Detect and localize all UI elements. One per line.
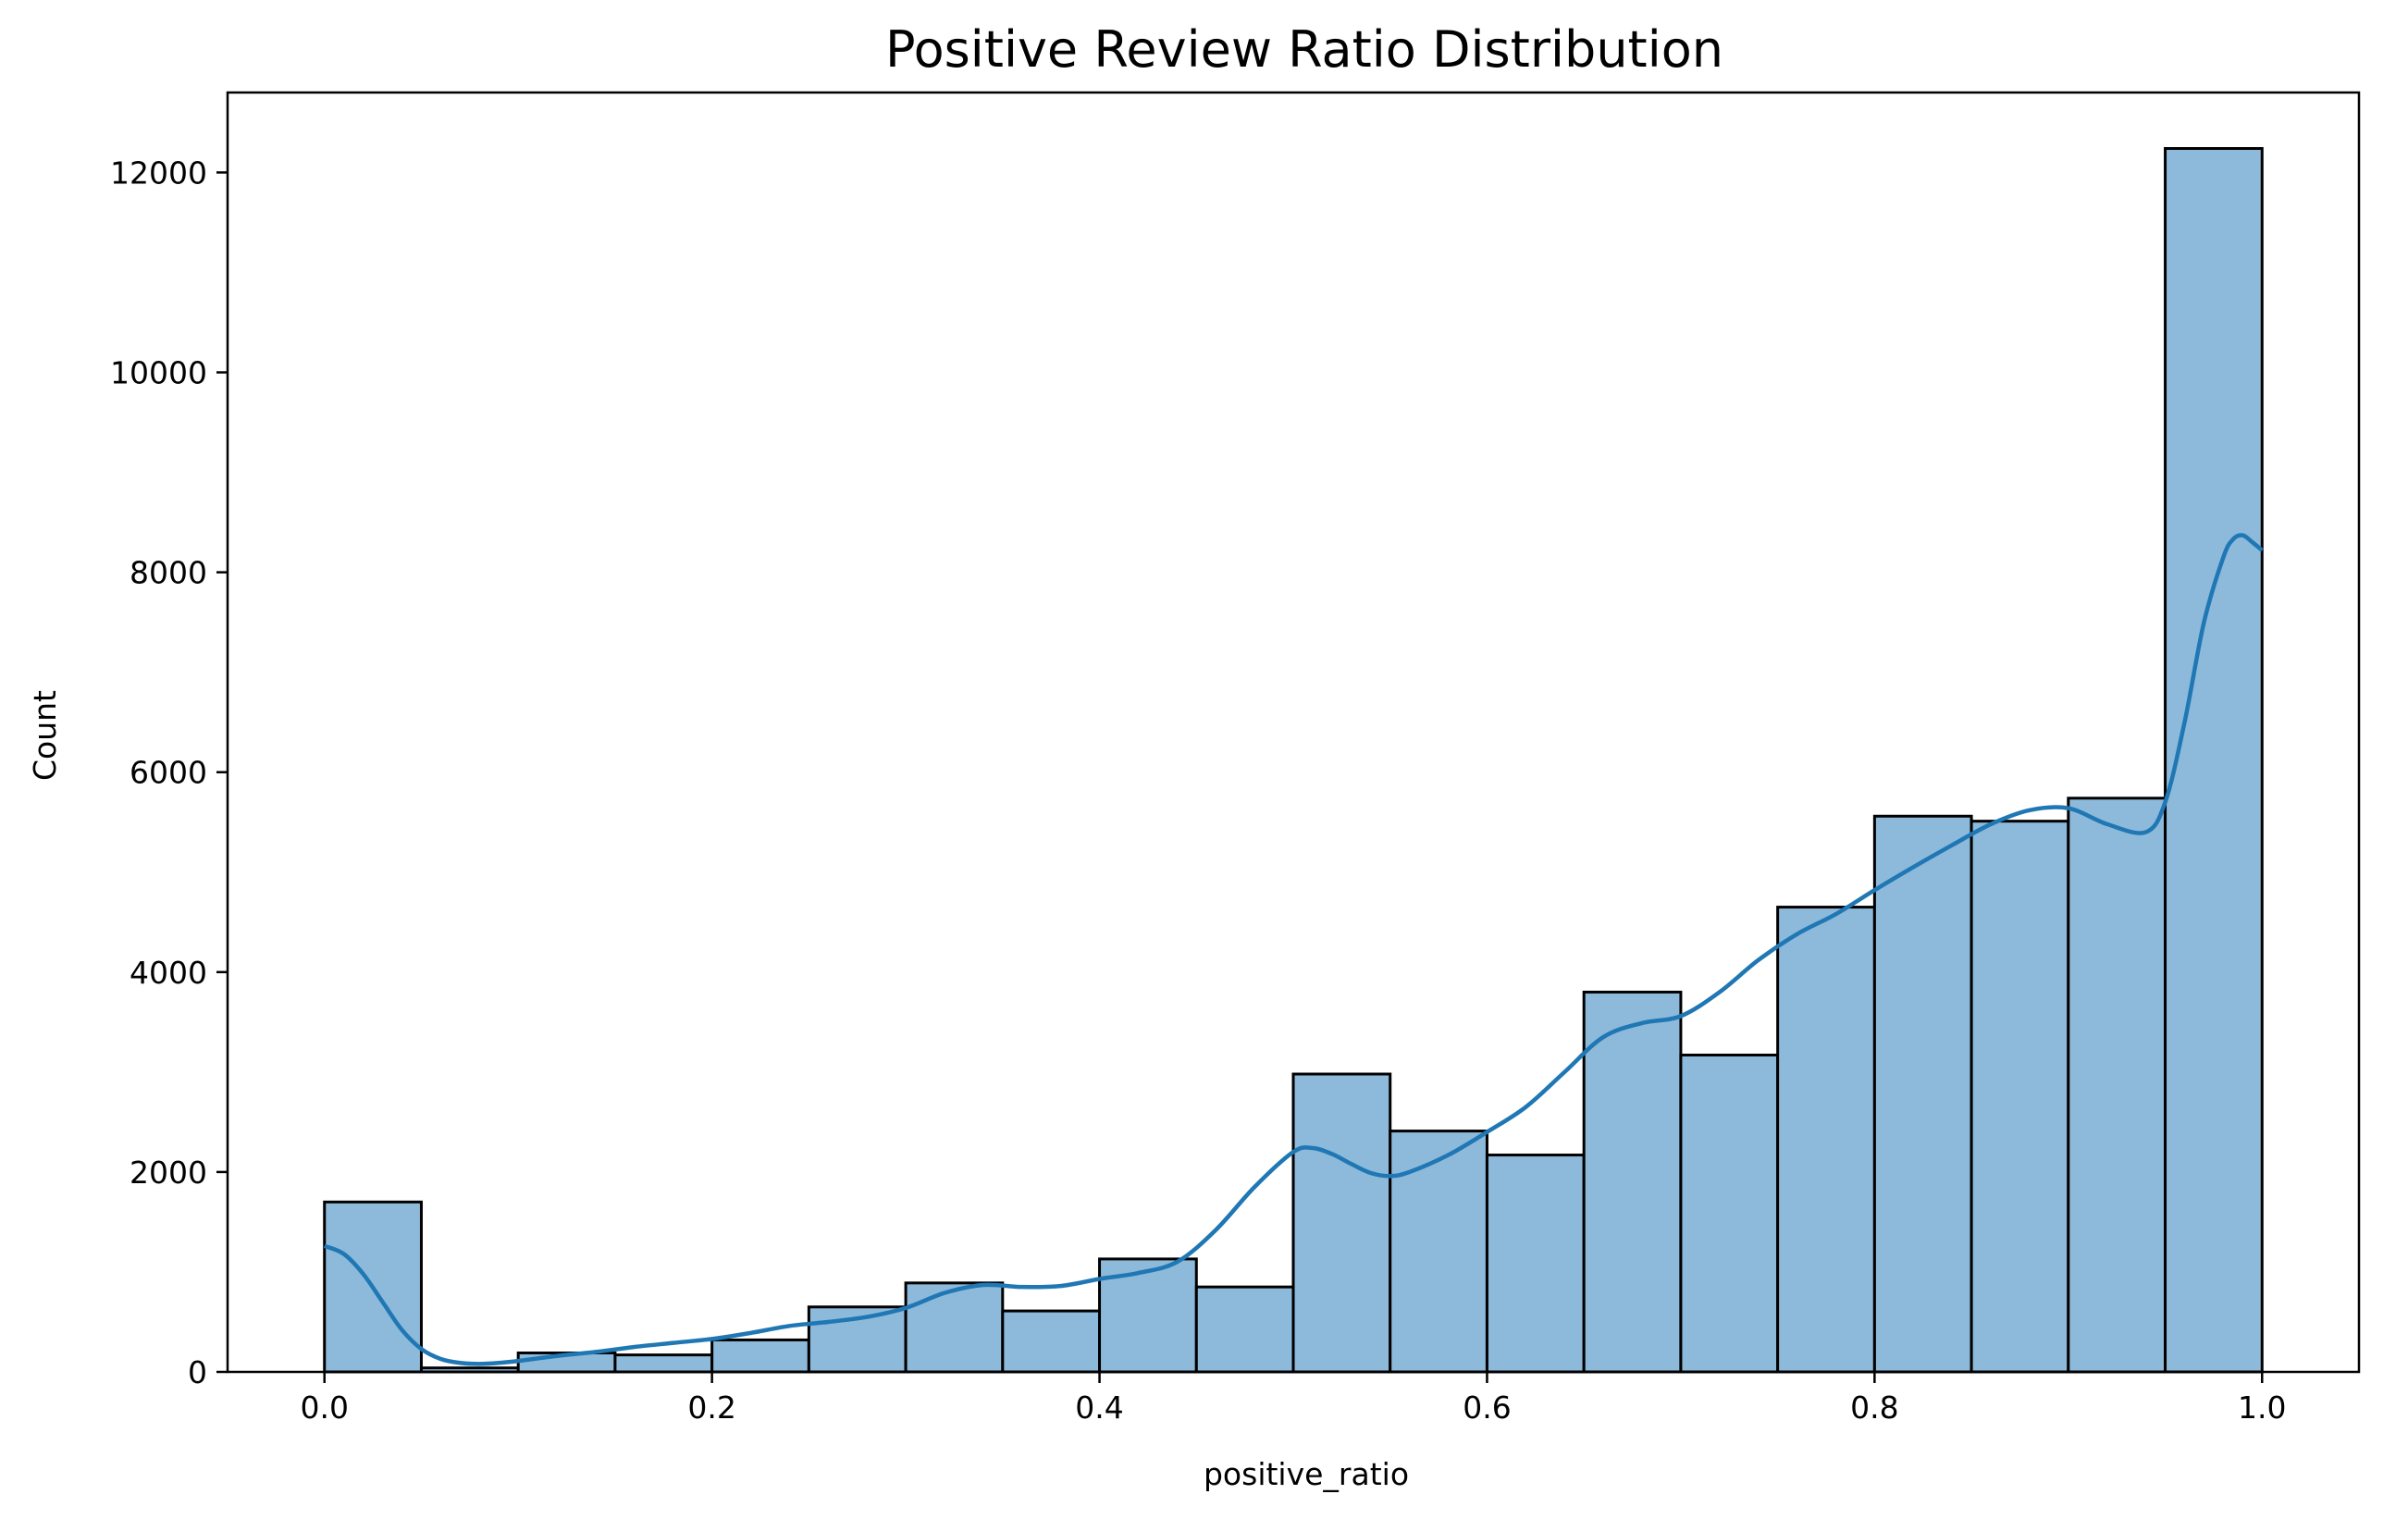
x-tick-label: 1.0	[2238, 1389, 2286, 1426]
y-tick-label: 12000	[110, 154, 207, 191]
y-tick-label: 8000	[130, 555, 207, 591]
plot-frame	[226, 91, 2361, 1374]
histogram-bar	[710, 1338, 810, 1374]
y-axis-ticks: 0 2000 4000 6000 8000 10000 12000	[110, 154, 228, 1390]
histogram-bar	[2164, 147, 2264, 1374]
x-axis-label: positive_ratio	[1204, 1456, 1409, 1492]
histogram-bar	[1582, 990, 1683, 1374]
histogram-bar	[1970, 820, 2070, 1374]
y-tick-label: 4000	[130, 955, 207, 991]
histogram-bar	[1291, 1072, 1392, 1374]
x-axis-ticks: 0.0 0.2 0.4 0.6 0.8 1.0	[300, 1372, 2287, 1426]
y-tick-label: 10000	[110, 355, 207, 391]
y-axis-label: Count	[27, 690, 63, 781]
histogram-bar	[1194, 1285, 1295, 1374]
y-tick-label: 6000	[130, 755, 207, 791]
histogram-bar	[1679, 1053, 1780, 1374]
histogram-bar	[2067, 797, 2167, 1374]
histogram-bar	[613, 1353, 714, 1374]
histogram-bar	[1872, 814, 1973, 1374]
histogram-bar	[1485, 1154, 1586, 1374]
y-tick-label: 2000	[130, 1155, 207, 1191]
histogram-bar	[1389, 1130, 1488, 1374]
histogram-bar	[904, 1281, 1005, 1374]
x-tick-label: 0.8	[1850, 1389, 1898, 1426]
histogram-bar	[1001, 1309, 1102, 1374]
kde-line	[323, 533, 2264, 1366]
x-tick-label: 0.4	[1075, 1389, 1123, 1426]
x-tick-label: 0.2	[687, 1389, 735, 1426]
histogram-bar	[1776, 906, 1876, 1374]
bar-group	[323, 147, 2264, 1374]
y-tick-label: 0	[188, 1354, 207, 1390]
x-tick-label: 0.6	[1463, 1389, 1511, 1426]
chart-title: Positive Review Ratio Distribution	[885, 20, 1723, 79]
kde-group	[323, 533, 2264, 1366]
x-tick-label: 0.0	[300, 1389, 348, 1426]
